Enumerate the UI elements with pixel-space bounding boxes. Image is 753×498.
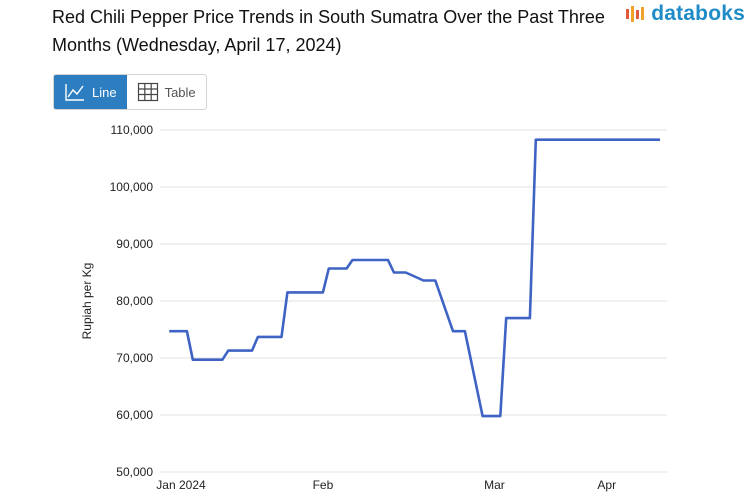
table-grid-icon [137,82,158,102]
grid-lines [160,129,667,473]
databoks-logo-icon [626,6,645,22]
line-view-button[interactable]: Line [54,75,127,109]
y-tick-label: 50,000 [116,465,153,479]
y-tick-label: 70,000 [116,351,153,365]
series [169,138,660,418]
y-axis-ticks: 50,000 60,000 70,000 80,000 90,000 100,000 110… [110,123,154,479]
brand-name: databoks [651,2,745,25]
line-chart-icon [65,84,84,101]
y-tick-label: 60,000 [116,408,153,422]
table-view-button[interactable]: Table [127,75,206,109]
y-tick-label: 100,000 [110,180,154,194]
brand-logo: databoks [625,2,745,26]
y-axis-label: Rupiah per Kg [80,263,94,340]
x-tick-label: Jan 2024 [156,478,206,492]
table-view-label: Table [164,84,196,100]
x-tick-label: Mar [484,478,505,492]
y-tick-label: 90,000 [116,237,153,251]
y-tick-label: 110,000 [111,123,154,137]
x-tick-label: Feb [313,478,334,492]
x-tick-label: Apr [597,478,616,492]
series-line[interactable] [169,138,660,418]
x-axis-ticks: Jan 2024 Feb Mar Apr [156,478,616,492]
view-toggle: Line Table [53,74,207,110]
line-view-label: Line [92,84,117,100]
y-tick-label: 80,000 [116,294,153,308]
chart-title: Red Chili Pepper Price Trends in South S… [52,7,605,55]
